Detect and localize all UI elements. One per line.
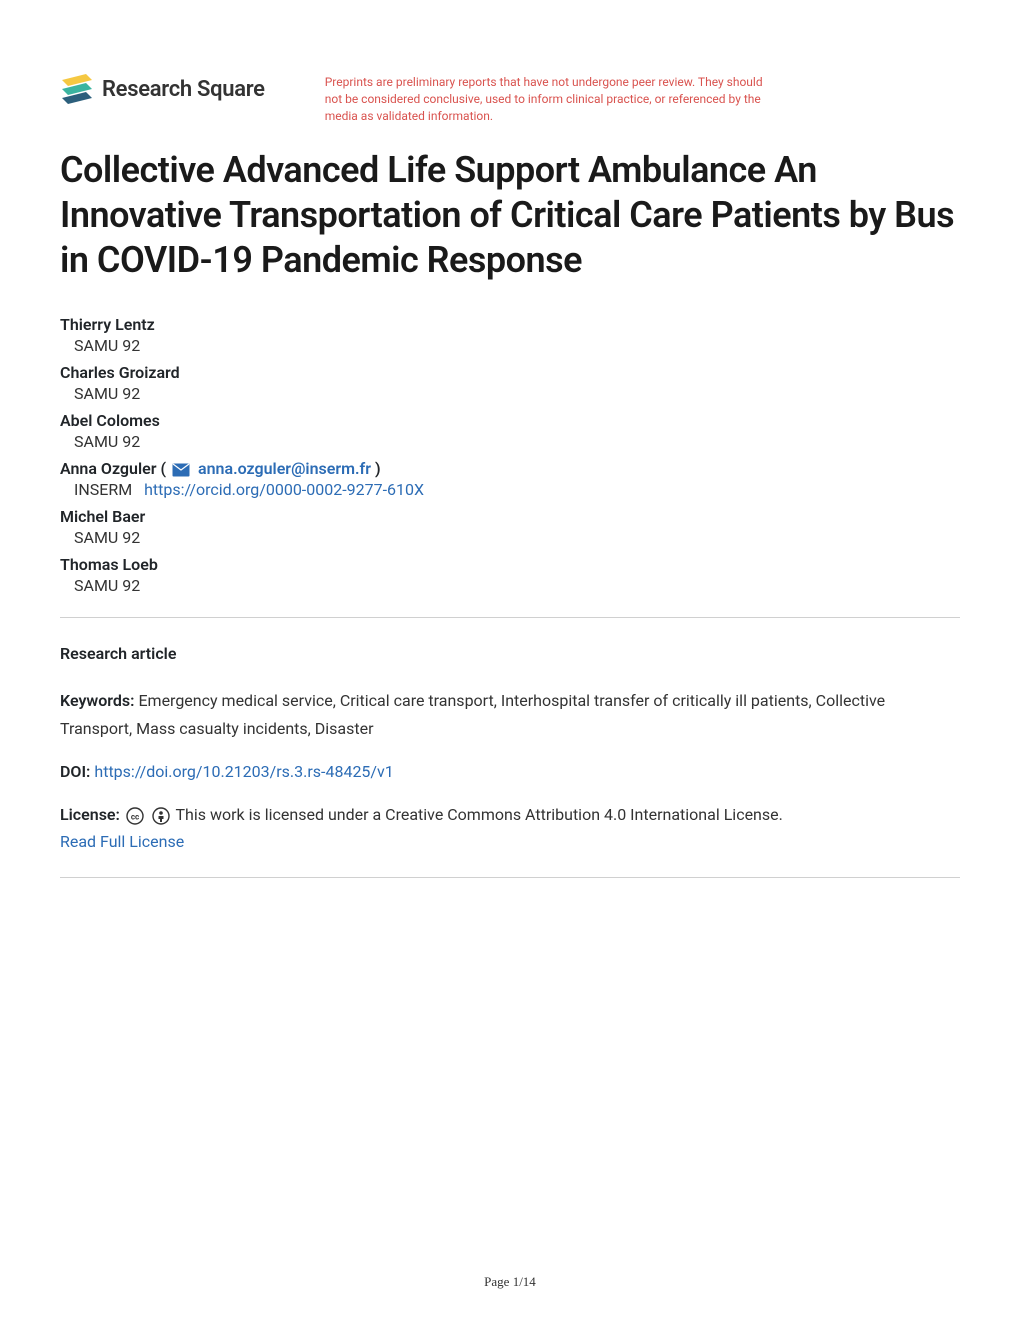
section-divider (60, 617, 960, 618)
author-name: Michel Baer (60, 507, 960, 526)
doi-link[interactable]: https://doi.org/10.21203/rs.3.rs-48425/v… (94, 762, 393, 781)
author-entry-corresponding: Anna Ozguler ( anna.ozguler@inserm.fr ) … (60, 459, 960, 499)
doi-label: DOI: (60, 762, 90, 781)
cc-icon: cc (126, 807, 144, 825)
corresponding-close-paren: ) (375, 459, 381, 478)
license-label: License: (60, 805, 120, 824)
doi-line: DOI: https://doi.org/10.21203/rs.3.rs-48… (60, 758, 960, 785)
author-entry: Charles Groizard SAMU 92 (60, 363, 960, 403)
author-entry: Michel Baer SAMU 92 (60, 507, 960, 547)
author-affiliation: SAMU 92 (60, 576, 960, 595)
keywords-line: Keywords: Emergency medical service, Cri… (60, 687, 960, 741)
author-email-link[interactable]: anna.ozguler@inserm.fr (198, 459, 371, 478)
author-name: Abel Colomes (60, 411, 960, 430)
paper-title: Collective Advanced Life Support Ambulan… (60, 148, 960, 283)
author-name: Thomas Loeb (60, 555, 960, 574)
keywords-text: Emergency medical service, Critical care… (60, 691, 885, 737)
author-name: Anna Ozguler ( anna.ozguler@inserm.fr ) (60, 459, 960, 478)
author-name-text: Anna Ozguler (60, 459, 156, 478)
orcid-link[interactable]: https://orcid.org/0000-0002-9277-610X (144, 480, 424, 499)
author-name: Thierry Lentz (60, 315, 960, 334)
author-name: Charles Groizard (60, 363, 960, 382)
by-icon (152, 807, 170, 825)
author-affiliation: SAMU 92 (60, 528, 960, 547)
author-entry: Thierry Lentz SAMU 92 (60, 315, 960, 355)
preprint-disclaimer: Preprints are preliminary reports that h… (325, 74, 765, 124)
corresponding-open-paren: ( (160, 459, 170, 478)
read-license-link[interactable]: Read Full License (60, 832, 184, 851)
logo-text: Research Square (102, 77, 265, 102)
logo: Research Square (60, 72, 265, 106)
affiliation-spacer (136, 480, 144, 499)
author-entry: Abel Colomes SAMU 92 (60, 411, 960, 451)
envelope-icon (172, 463, 190, 477)
author-affiliation: SAMU 92 (60, 432, 960, 451)
affiliation-text: INSERM (74, 480, 132, 499)
article-type-label: Research article (60, 644, 960, 663)
license-text: This work is licensed under a Creative C… (175, 805, 782, 824)
author-affiliation: INSERM https://orcid.org/0000-0002-9277-… (60, 480, 960, 499)
author-entry: Thomas Loeb SAMU 92 (60, 555, 960, 595)
page-number: Page 1/14 (484, 1274, 536, 1290)
research-square-icon (60, 72, 94, 106)
author-affiliation: SAMU 92 (60, 384, 960, 403)
keywords-label: Keywords: (60, 691, 134, 710)
section-divider (60, 877, 960, 878)
authors-list: Thierry Lentz SAMU 92 Charles Groizard S… (60, 315, 960, 595)
header-row: Research Square Preprints are preliminar… (60, 72, 960, 124)
svg-text:cc: cc (131, 812, 139, 821)
license-line: License: cc This work is licensed under … (60, 801, 960, 855)
author-affiliation: SAMU 92 (60, 336, 960, 355)
